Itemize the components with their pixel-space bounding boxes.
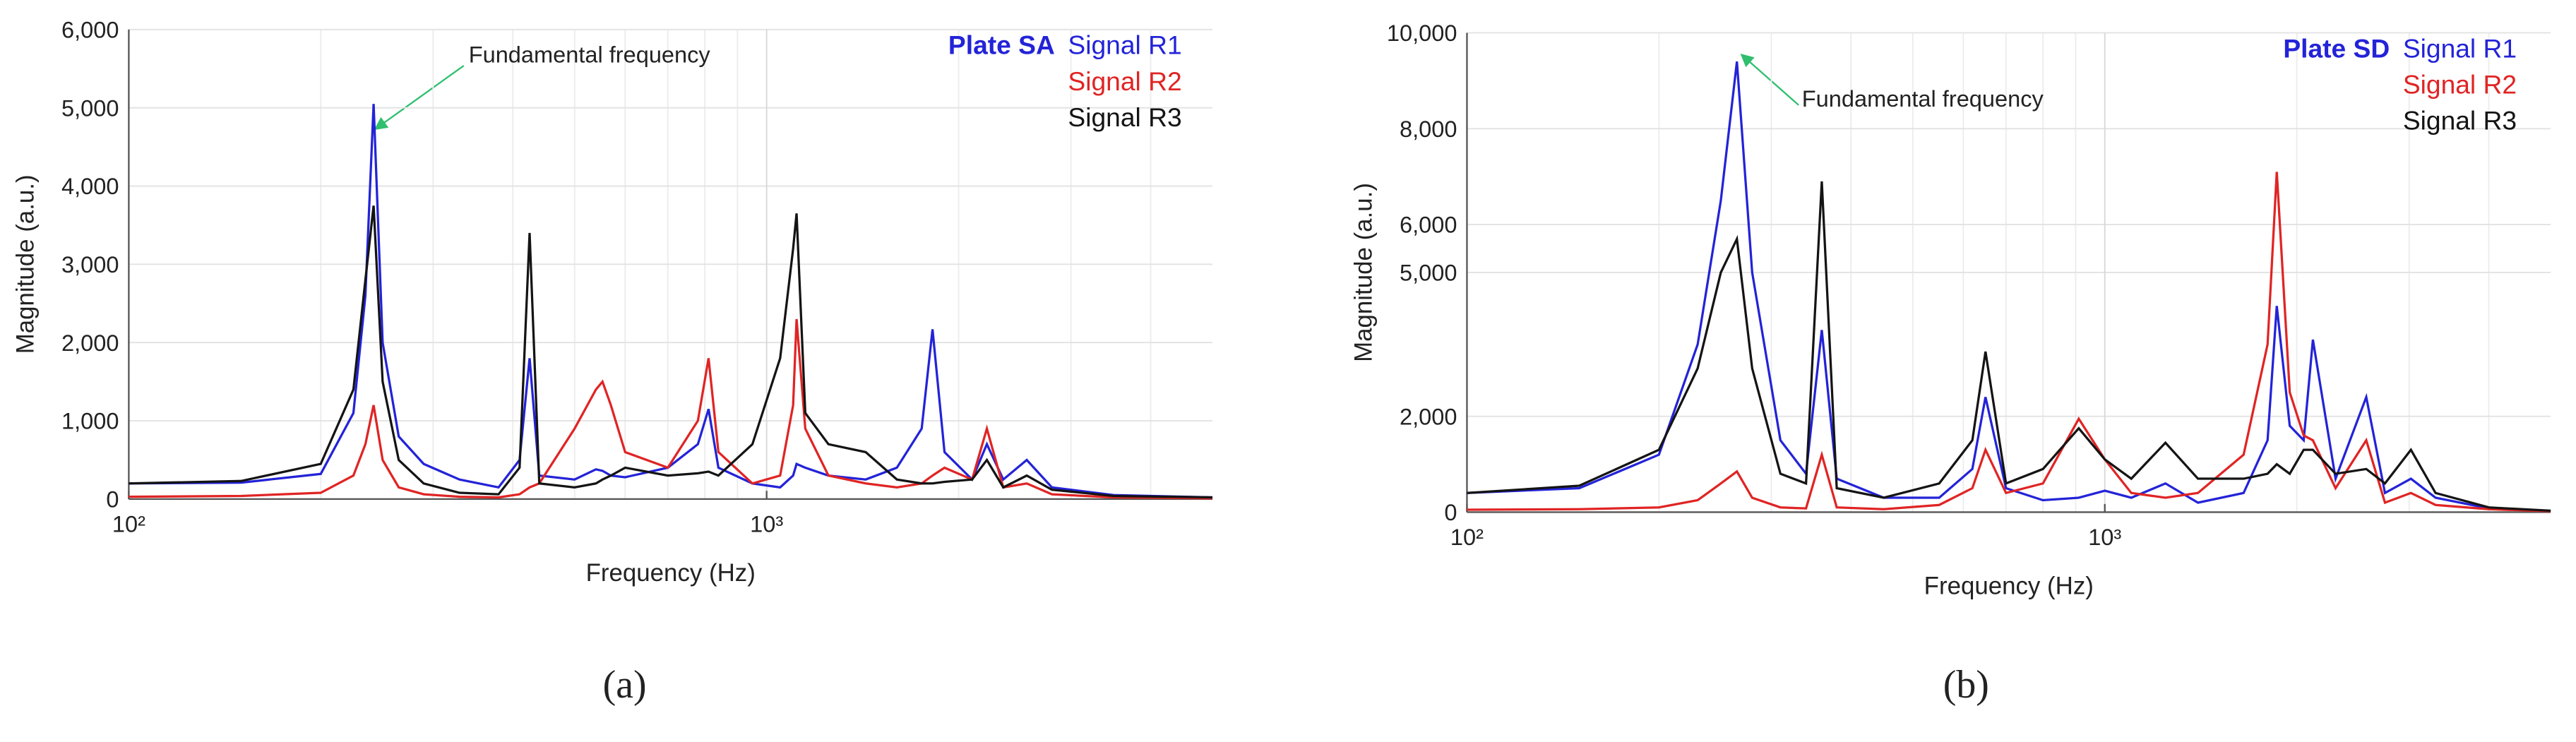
y-tick-label: 5,000: [61, 95, 119, 121]
annotation-arrow: [374, 65, 465, 131]
y-tick-label: 8,000: [1400, 116, 1457, 142]
y-tick-label: 10,000: [1387, 20, 1457, 46]
y-tick-label: 2,000: [1400, 404, 1457, 429]
panel-label: (b): [1943, 663, 1989, 707]
series-line: [129, 205, 1213, 499]
panel-label: (a): [603, 663, 647, 707]
y-tick-label: 0: [106, 486, 119, 512]
x-tick-label: 10²: [1450, 525, 1484, 550]
legend-entry: Signal R3: [1068, 102, 1181, 132]
legend-entry: Signal R3: [2403, 106, 2517, 136]
y-tick-label: 5,000: [1400, 261, 1457, 286]
legend-title: Plate SD: [2283, 33, 2390, 63]
legend-entry: Signal R1: [2403, 33, 2517, 63]
y-tick-label: 4,000: [61, 174, 119, 199]
y-axis-label: Magnitude (a.u.): [1350, 183, 1378, 362]
annotation: Fundamental frequency: [469, 42, 711, 67]
legend-title: Plate SA: [948, 30, 1055, 60]
y-axis-label: Magnitude (a.u.): [12, 174, 40, 354]
series-line: [1467, 61, 2551, 513]
legend-entry: Signal R2: [1068, 66, 1181, 96]
x-tick-label: 10³: [2088, 525, 2121, 550]
series-line: [1467, 181, 2551, 513]
y-tick-label: 6,000: [61, 17, 119, 42]
x-axis-label: Frequency (Hz): [586, 559, 756, 587]
legend-entry: Signal R1: [1068, 30, 1181, 60]
x-axis-label: Frequency (Hz): [1924, 573, 2094, 600]
y-tick-label: 3,000: [61, 252, 119, 277]
y-tick-label: 1,000: [61, 409, 119, 434]
y-tick-label: 6,000: [1400, 213, 1457, 238]
annotation: Fundamental frequency: [1802, 86, 2044, 112]
series-line: [129, 104, 1213, 499]
y-tick-label: 0: [1444, 500, 1457, 525]
y-tick-label: 2,000: [61, 330, 119, 356]
series-line: [129, 318, 1213, 500]
x-tick-label: 10³: [750, 511, 783, 537]
series-line: [1467, 172, 2551, 513]
legend-entry: Signal R2: [2403, 70, 2517, 100]
x-tick-label: 10²: [112, 511, 145, 537]
